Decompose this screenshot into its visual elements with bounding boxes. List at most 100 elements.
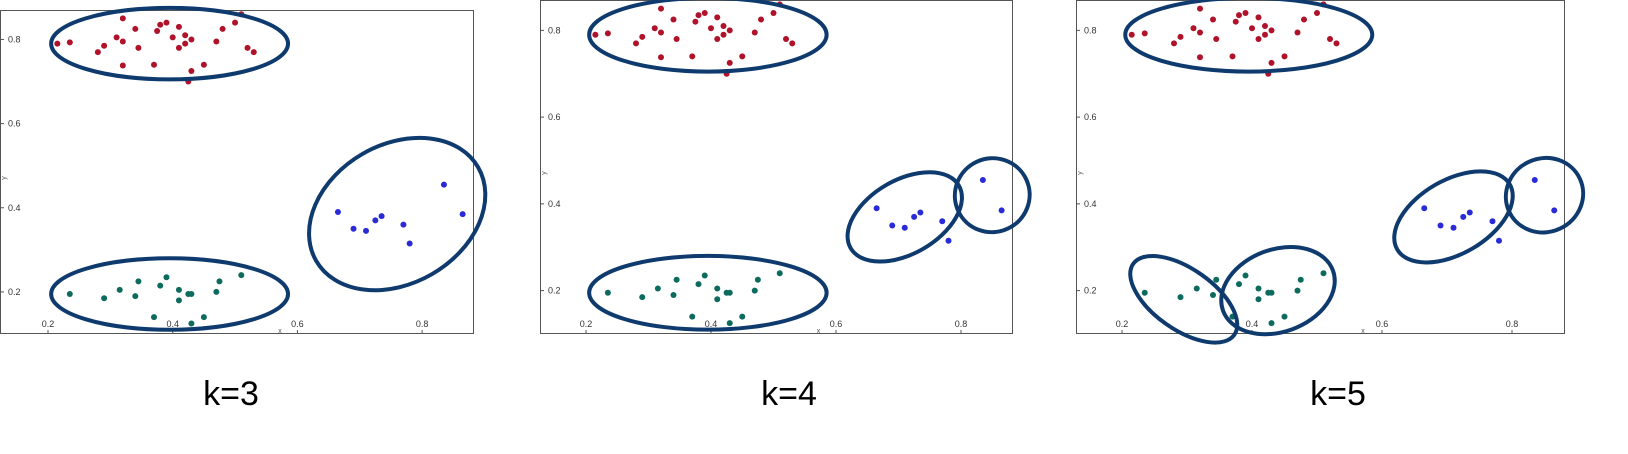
data-point [901,224,908,231]
data-point [157,282,164,289]
data-point [1268,320,1275,327]
data-point [633,40,639,47]
data-point [132,25,139,32]
data-point [726,27,733,34]
data-point [1232,18,1239,25]
data-point [400,221,407,228]
data-point [979,177,986,184]
data-point [1197,29,1203,36]
data-point [169,34,176,41]
data-point [673,36,680,43]
data-point [101,42,108,49]
data-point [889,222,896,229]
data-point [945,237,952,244]
x-tick-label: 0.2 [580,319,593,329]
plot-frame [0,10,474,334]
data-point [754,276,761,283]
data-point [1255,14,1262,21]
data-point [689,53,696,60]
cluster-ellipse [1503,155,1586,235]
data-point [1249,25,1255,32]
data-point [1255,296,1262,303]
data-point [1197,5,1203,12]
data-point [219,25,226,32]
x-tick-label: 0.8 [955,319,968,329]
y-axis-label: y [1077,171,1084,175]
data-point [119,38,126,45]
data-point [459,211,466,218]
data-point [658,54,664,61]
data-point [1496,237,1502,244]
data-point [770,10,777,17]
series-blue-points [1421,177,1558,244]
data-point [670,16,677,23]
data-point [695,281,702,288]
data-point [175,286,182,293]
series-blue-points [334,181,466,247]
data-point [119,62,126,69]
data-point [1190,25,1197,32]
data-point [440,181,447,188]
cluster-ellipse [307,135,488,293]
data-point [1255,285,1262,292]
cluster-ellipse [49,256,291,332]
data-point [651,25,658,32]
data-point [726,289,733,296]
data-point [135,278,142,285]
y-axis-label: y [1,176,8,180]
data-point [132,293,139,300]
y-tick-label: 0.6 [1084,112,1097,122]
x-axis-label: x [278,328,282,335]
series-teal-points [604,270,783,327]
data-point [654,285,661,292]
data-point [758,16,764,23]
plot-frame [540,0,1013,334]
data-point [406,240,413,247]
chart-panel-3: 0.2 0.4 0.6 0.8 0.2 0.4 0.6 0.8 y x [1076,0,1586,345]
data-point [708,25,714,32]
data-point [714,14,721,21]
data-point [1242,10,1249,17]
cluster-ellipse [845,170,964,264]
data-point [1551,207,1558,214]
data-point [1255,36,1262,43]
data-point [714,296,721,303]
chart-panel-2: 0.2 0.4 0.6 0.8 0.2 0.4 0.6 0.8 y x [540,0,1032,335]
data-point [1262,31,1268,38]
y-tick-label: 0.8 [8,34,21,44]
data-point [739,313,746,320]
data-point [1141,289,1148,296]
data-point [1294,29,1301,36]
data-point [1466,209,1473,216]
cluster-ellipse [587,253,829,332]
data-point [1281,313,1288,320]
data-point [751,287,758,294]
data-point [372,217,379,224]
data-point [1301,16,1307,23]
data-point [1177,294,1184,301]
data-point [188,36,195,43]
data-point [1320,270,1327,277]
data-point [1242,272,1249,279]
x-tick-label: 0.2 [1116,319,1129,329]
x-axis-label: x [1361,328,1365,335]
data-point [175,23,182,30]
panel-caption-k5: k=5 [1310,375,1366,413]
data-point [1297,276,1304,283]
data-point [94,49,101,56]
data-point [1236,12,1242,19]
data-point [188,320,195,327]
data-point [66,39,73,46]
data-point [658,5,664,12]
data-point [101,295,108,302]
data-point [789,40,796,47]
data-point [135,44,142,51]
data-point [726,59,733,66]
data-point [714,36,721,43]
cluster-ellipse [1219,245,1337,337]
data-point [188,68,195,75]
data-point [1437,222,1444,229]
data-point [350,225,357,232]
cluster-ellipse [49,5,291,82]
data-point [200,314,207,321]
